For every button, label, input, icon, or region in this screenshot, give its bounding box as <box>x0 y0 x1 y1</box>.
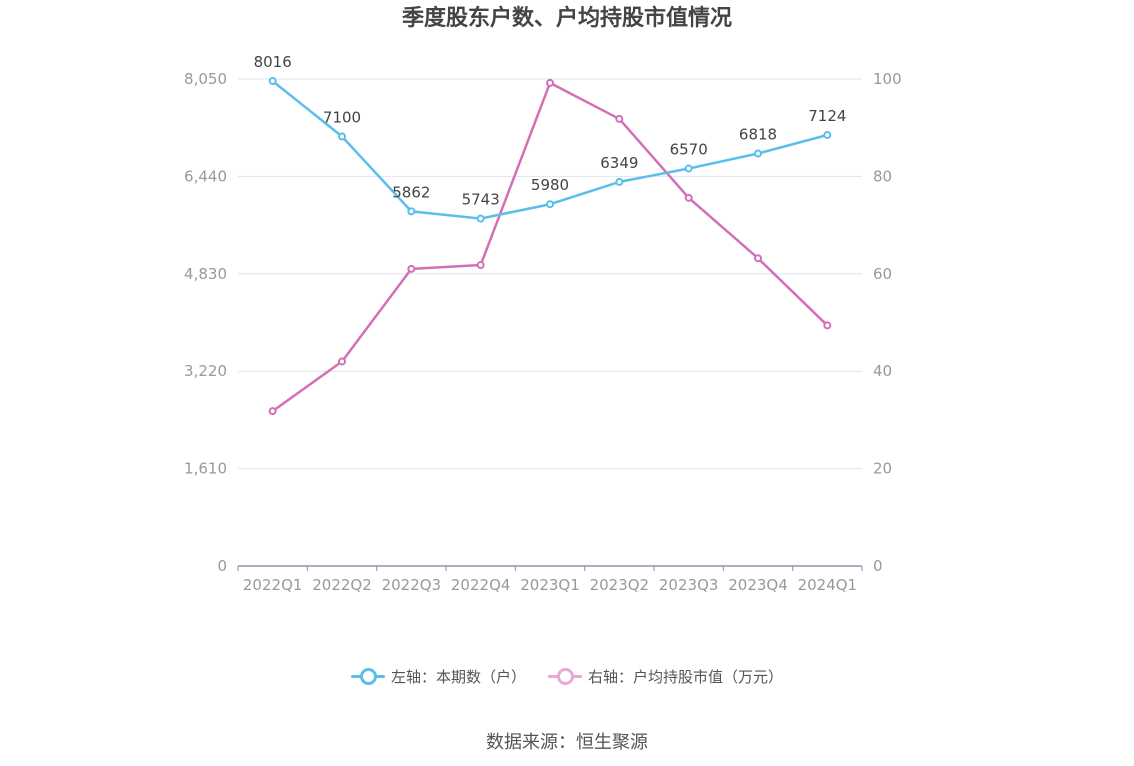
legend-label-households: 左轴：本期数（户） <box>390 667 526 686</box>
right-axis-tick-label: 60 <box>873 265 892 283</box>
legend-label-avg-value: 右轴：户均持股市值（万元） <box>588 667 784 686</box>
legend: 左轴：本期数（户） 右轴：户均持股市值（万元） <box>0 664 1134 688</box>
data-point[interactable] <box>823 321 832 330</box>
data-point[interactable] <box>268 77 277 86</box>
data-point[interactable] <box>823 131 832 140</box>
data-label: 5862 <box>392 183 430 201</box>
data-source: 数据来源：恒生聚源 <box>486 732 648 753</box>
data-point[interactable] <box>615 114 624 123</box>
data-point[interactable] <box>338 132 346 141</box>
right-axis-tick-label: 80 <box>873 167 892 185</box>
data-point[interactable] <box>546 78 554 87</box>
data-label: 7124 <box>808 107 846 125</box>
left-axis-tick-label: 4,830 <box>184 265 227 283</box>
data-point[interactable] <box>268 407 277 416</box>
x-axis-tick-label: 2023Q4 <box>728 576 788 594</box>
data-point[interactable] <box>476 261 485 270</box>
x-axis-tick-label: 2023Q2 <box>590 576 650 594</box>
legend-item-households[interactable]: 左轴：本期数（户） <box>350 666 526 687</box>
legend-item-avg-value[interactable]: 右轴：户均持股市值（万元） <box>548 666 783 687</box>
x-axis-tick-label: 2022Q1 <box>243 576 303 594</box>
right-axis-tick-label: 100 <box>873 70 902 88</box>
data-point[interactable] <box>546 200 554 209</box>
data-point[interactable] <box>407 207 416 216</box>
right-axis-tick-label: 20 <box>873 460 892 478</box>
right-axis-tick-label: 40 <box>873 362 892 380</box>
data-point[interactable] <box>754 254 762 263</box>
right-axis-tick-label: 0 <box>873 557 883 575</box>
axes: 0 0 1,610 20 3,220 40 4,830 60 6,440 80 8,050 100 20… <box>184 70 902 594</box>
left-axis-tick-label: 8,050 <box>184 70 227 88</box>
legend-swatch-households <box>350 668 385 685</box>
left-axis-tick-label: 3,220 <box>184 362 227 380</box>
x-axis-tick-label: 2022Q3 <box>382 576 442 594</box>
data-label: 8016 <box>254 53 292 71</box>
series-layer <box>268 77 832 416</box>
data-point[interactable] <box>615 177 624 186</box>
legend-swatch-avg-value <box>548 668 582 685</box>
data-point[interactable] <box>476 214 485 223</box>
x-axis-tick-label: 2023Q3 <box>659 576 719 594</box>
chart-title: 季度股东户数、户均持股市值情况 <box>401 6 732 31</box>
data-point[interactable] <box>754 149 762 158</box>
x-axis-tick-label: 2022Q4 <box>451 576 511 594</box>
data-labels: 8016 7100 5862 5743 5980 6349 6570 6818 7124 <box>254 53 847 209</box>
series-line <box>271 80 828 220</box>
data-label: 6818 <box>739 126 777 144</box>
left-axis-tick-label: 1,610 <box>184 460 227 478</box>
x-axis-tick-label: 2022Q2 <box>312 576 372 594</box>
left-axis-tick-label: 0 <box>217 557 227 575</box>
data-label: 5743 <box>462 191 500 209</box>
data-label: 7100 <box>323 108 361 126</box>
x-axis-tick-label: 2024Q1 <box>798 576 858 594</box>
data-point[interactable] <box>407 264 416 273</box>
data-point[interactable] <box>684 164 693 173</box>
data-point[interactable] <box>338 357 346 366</box>
data-label: 5980 <box>531 176 569 194</box>
data-label: 6570 <box>670 141 708 159</box>
left-axis-tick-label: 6,440 <box>184 167 227 185</box>
data-label: 6349 <box>600 154 638 172</box>
data-point[interactable] <box>684 193 693 202</box>
grid-lines <box>238 78 862 470</box>
x-axis-tick-label: 2023Q1 <box>520 576 580 594</box>
